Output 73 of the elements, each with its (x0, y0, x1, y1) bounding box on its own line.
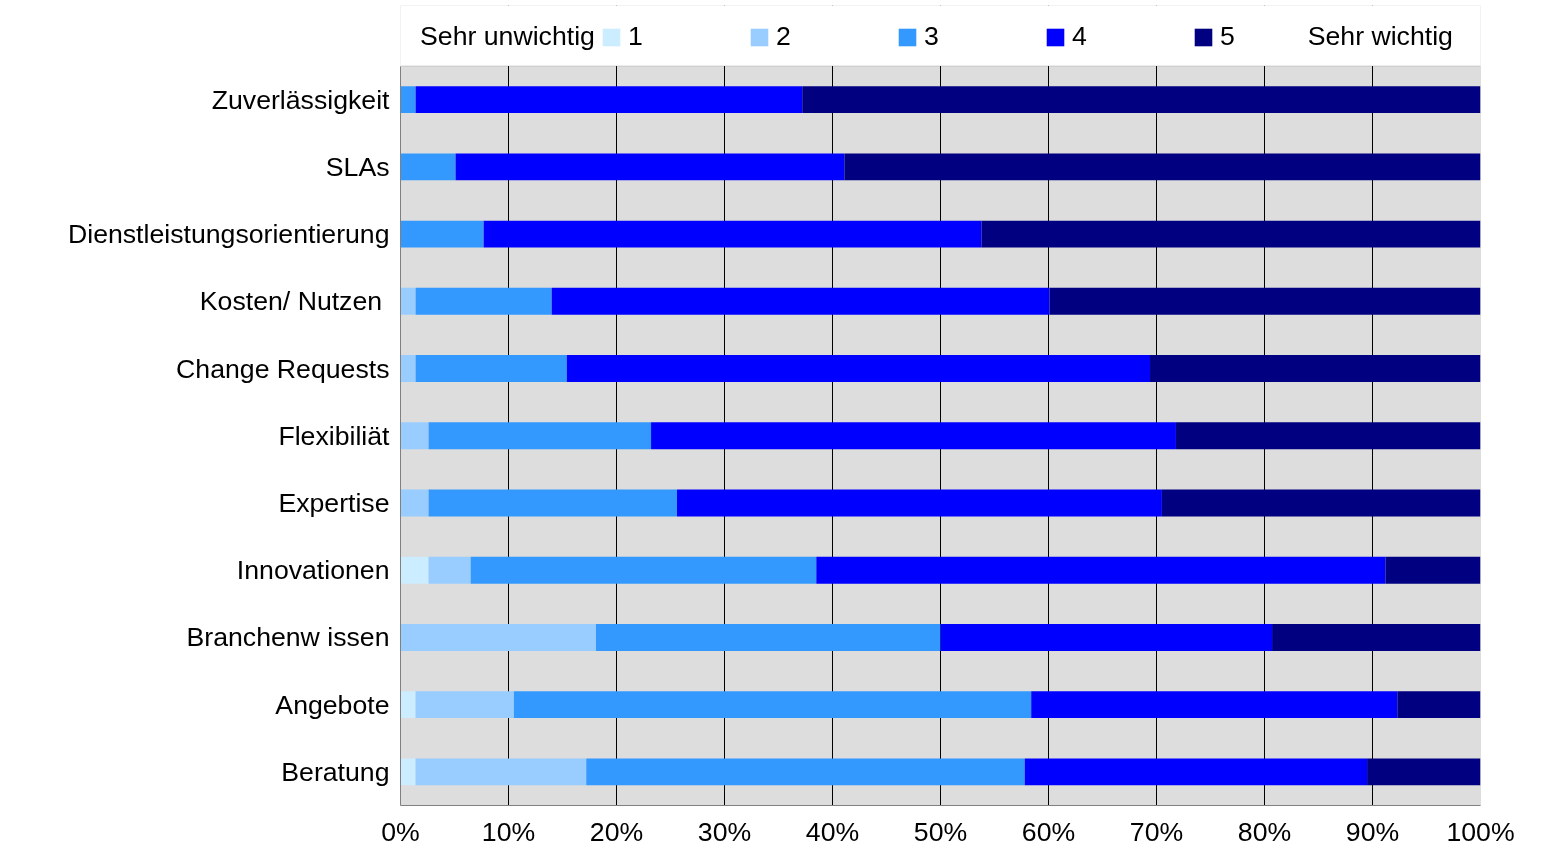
y-tick-label: Change Requests (176, 353, 390, 384)
x-tick-label: 40% (805, 816, 860, 847)
bar (844, 153, 1481, 181)
bar (676, 489, 1162, 517)
y-tick-label: Innovationen (236, 555, 390, 586)
y-tick-label: Branchenw issen (186, 622, 390, 653)
bar (400, 758, 416, 786)
bar (455, 153, 845, 181)
bar (415, 355, 567, 382)
bar (651, 422, 1176, 450)
y-tick-label: Zuverlässigkeit (211, 84, 391, 115)
bar (1150, 355, 1481, 382)
bar (1175, 422, 1481, 450)
x-tick-label: 10% (481, 816, 536, 847)
bar (1397, 691, 1481, 719)
bar (400, 489, 429, 517)
bar (428, 556, 471, 584)
bar (400, 691, 416, 719)
legend-label: 1 (628, 21, 644, 52)
bar (400, 422, 429, 450)
bar (428, 489, 677, 517)
x-tick-label: 20% (589, 816, 644, 847)
annotation: Sehr unwichtig (420, 20, 595, 51)
bar (400, 153, 456, 181)
x-tick-label: 90% (1345, 816, 1400, 847)
bar (981, 220, 1481, 248)
bar (566, 355, 1151, 382)
bar (595, 623, 941, 651)
bar (400, 220, 484, 248)
y-tick-label: Dienstleistungsorientierung (67, 219, 390, 250)
bar (415, 86, 803, 114)
bar (1031, 691, 1398, 719)
y-tick-label: Flexibiliät (278, 420, 391, 451)
legend-label: 4 (1072, 21, 1088, 52)
legend-label: 3 (924, 21, 940, 52)
bar (400, 86, 416, 114)
y-tick-label: Expertise (278, 487, 390, 518)
bar (1385, 556, 1481, 584)
x-tick-label: 60% (1021, 816, 1076, 847)
bar (415, 758, 587, 786)
bar (1272, 623, 1481, 651)
bar (483, 220, 982, 248)
bar (816, 556, 1386, 584)
bar (400, 287, 416, 315)
y-tick-label: Kosten/ Nutzen (199, 286, 383, 317)
bar (400, 623, 596, 651)
bar (802, 86, 1481, 114)
x-tick-label: 100% (1446, 816, 1515, 847)
legend-label: 2 (776, 21, 792, 52)
legend-label: 5 (1220, 21, 1236, 52)
bar (1161, 489, 1481, 517)
bar (940, 623, 1273, 651)
bar (586, 758, 1025, 786)
x-tick-label: 0% (381, 816, 420, 847)
annotation: Sehr wichtig (1307, 20, 1453, 51)
bar (415, 287, 552, 315)
x-tick-label: 50% (913, 816, 968, 847)
y-tick-label: Beratung (281, 756, 390, 787)
bar (1024, 758, 1368, 786)
bar (400, 355, 416, 382)
bar (1367, 758, 1481, 786)
bar (470, 556, 817, 584)
bar (1049, 287, 1481, 315)
x-tick-label: 80% (1237, 816, 1292, 847)
bar (415, 691, 514, 719)
x-tick-label: 70% (1129, 816, 1184, 847)
x-tick-label: 30% (697, 816, 752, 847)
bar (551, 287, 1050, 315)
y-tick-label: Angebote (275, 689, 390, 720)
bar (400, 556, 429, 584)
y-tick-label: SLAs (325, 151, 390, 182)
bar (428, 422, 652, 450)
bar (513, 691, 1032, 719)
